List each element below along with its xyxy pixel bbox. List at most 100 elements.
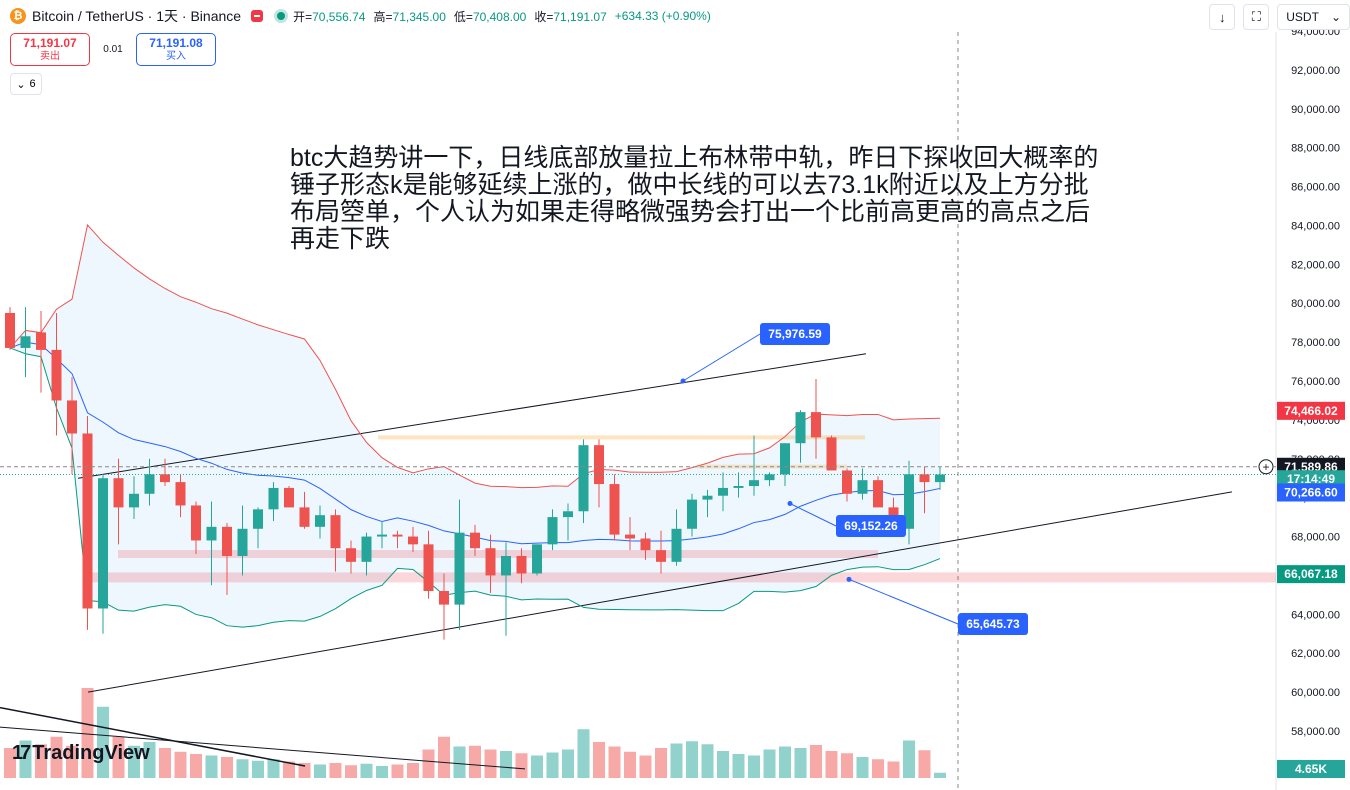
volume-bar xyxy=(918,750,931,778)
volume-bar xyxy=(298,763,311,778)
volume-bar xyxy=(66,745,78,778)
volume-value-label: 4.65K xyxy=(1295,762,1327,776)
candle-body xyxy=(20,336,31,348)
candle-body xyxy=(82,433,93,609)
target-high-box xyxy=(760,323,830,345)
buy-label: 买入 xyxy=(166,50,186,62)
volume-bar xyxy=(97,706,109,778)
volume-bar xyxy=(903,740,915,778)
indicators-toggle[interactable]: ⌄ 6 xyxy=(10,73,42,95)
y-tick-label: 84,000.00 xyxy=(1291,220,1340,232)
ohlc-open: 开=70,556.74 xyxy=(293,9,366,24)
candle-body xyxy=(687,499,697,529)
volume-bar xyxy=(732,754,745,778)
candle-body xyxy=(129,493,139,508)
chart-tools: ↓ ⛶ USDT ⌄ xyxy=(1209,4,1350,30)
candle-body xyxy=(516,556,527,574)
candle-body xyxy=(268,487,279,510)
volume-bar xyxy=(4,748,16,778)
volume-bar xyxy=(763,749,776,778)
fullscreen-icon[interactable]: ⛶ xyxy=(1243,4,1270,30)
countdown-label: 17:14:49 xyxy=(1287,472,1335,486)
ohlc-high: 高=71,345.00 xyxy=(373,9,446,24)
annotation-text: btc大趋势讲一下，日线底部放量拉上布林带中轨，昨日下探收回大概率的锤子形态k是… xyxy=(290,144,1099,253)
trendline-upper xyxy=(77,353,867,479)
candle-body xyxy=(330,515,341,549)
volume-bar xyxy=(19,740,32,778)
candle-body xyxy=(795,412,806,444)
tradingview-logo[interactable]: 17 TradingView xyxy=(12,742,150,765)
candle-body xyxy=(470,532,480,549)
currency-select[interactable]: USDT ⌄ xyxy=(1277,4,1350,30)
volume-bar xyxy=(887,761,900,778)
volume-bar xyxy=(562,749,574,778)
candle-body xyxy=(485,548,496,576)
volume-bar xyxy=(267,759,280,778)
candle-body xyxy=(842,470,852,494)
candle-body xyxy=(625,534,635,539)
candle-body xyxy=(423,544,434,591)
buy-price: 71,191.08 xyxy=(149,35,203,50)
chart-header: ₿ Bitcoin / TetherUS · 1天 · Binance 开=70… xyxy=(0,0,1275,32)
candle-body xyxy=(284,487,294,508)
download-icon[interactable]: ↓ xyxy=(1209,4,1236,30)
candle-body xyxy=(98,478,108,609)
volume-bar xyxy=(360,763,373,778)
candle-body xyxy=(315,515,325,527)
y-tick-label: 80,000.00 xyxy=(1291,298,1340,310)
candle-body xyxy=(392,534,403,537)
candle-body xyxy=(67,400,77,434)
volume-bar xyxy=(112,736,125,778)
volume-bar xyxy=(345,765,357,778)
candle-body xyxy=(160,474,170,483)
volume-bar xyxy=(35,744,47,778)
downtrend-line-2 xyxy=(0,726,526,770)
tradingview-logo-icon: 17 xyxy=(12,742,31,764)
candle-body xyxy=(873,480,883,508)
bb-lower-label: 66,067.18 xyxy=(1284,567,1338,581)
volume-value-label-bg xyxy=(1277,760,1345,778)
volume-bar xyxy=(407,763,419,778)
candle-body xyxy=(361,536,372,562)
candle-body xyxy=(377,534,387,537)
candle-body xyxy=(191,505,201,541)
bb-lower-label-bg xyxy=(1277,565,1345,584)
candle-body xyxy=(532,544,542,574)
volume-bar xyxy=(531,755,543,778)
volume-bar xyxy=(128,745,140,778)
volume-bar xyxy=(779,746,791,778)
volume-bar xyxy=(50,736,63,778)
candle-body xyxy=(501,556,511,576)
volume-bar xyxy=(748,755,760,778)
buy-button[interactable]: 71,191.08 买入 xyxy=(136,33,216,66)
candle-body xyxy=(408,536,418,545)
candle-body xyxy=(904,474,914,529)
volume-bar xyxy=(825,751,838,778)
trade-panel: 71,191.07 卖出 0.01 71,191.08 买入 xyxy=(10,33,216,66)
volume-bar xyxy=(205,755,218,778)
target-high-line xyxy=(682,333,761,382)
bb-upper-label-bg xyxy=(1277,401,1345,420)
target-mid-label: 69,152.26 xyxy=(844,519,898,533)
volume-bar xyxy=(515,753,528,778)
candle-body xyxy=(51,349,62,401)
target-mid-box xyxy=(836,515,906,537)
ohlc-close: 收=71,191.07 xyxy=(534,9,607,24)
candle-body xyxy=(826,437,837,471)
candle-body xyxy=(733,486,744,488)
candle-body xyxy=(5,312,15,348)
volume-bar xyxy=(546,752,559,778)
flag-icon[interactable] xyxy=(251,10,264,22)
candle-body xyxy=(144,474,155,494)
y-tick-label: 68,000.00 xyxy=(1291,532,1340,544)
volume-bar xyxy=(453,746,466,778)
symbol-title[interactable]: Bitcoin / TetherUS · 1天 · Binance xyxy=(32,8,242,24)
sell-button[interactable]: 71,191.07 卖出 xyxy=(10,33,90,66)
candle-body xyxy=(749,480,759,486)
y-tick-label: 78,000.00 xyxy=(1291,337,1340,349)
candle-body xyxy=(594,445,604,485)
volume-bar xyxy=(717,751,729,778)
resistance-zone xyxy=(378,435,865,440)
target-high-dot xyxy=(680,378,686,384)
